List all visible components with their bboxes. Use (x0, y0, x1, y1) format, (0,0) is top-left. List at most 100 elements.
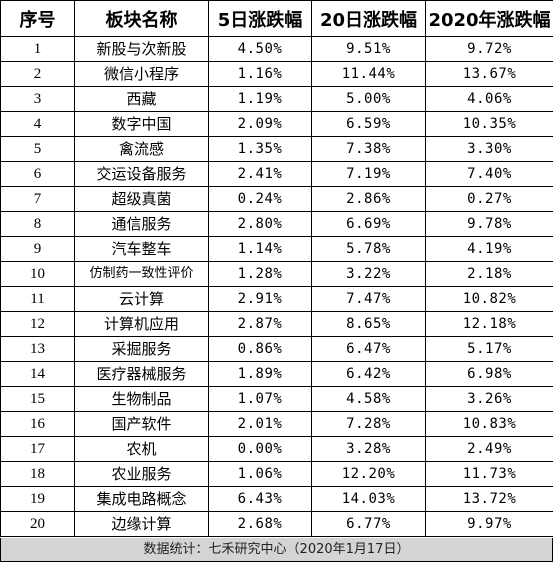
cell-5day-change: 1.19% (208, 86, 312, 112)
header-5day-change: 5日涨跌幅 (208, 0, 312, 37)
cell-sector-name: 汽车整车 (74, 236, 209, 262)
cell-20day-change: 6.77% (311, 511, 426, 537)
table-row: 20 边缘计算 2.68% 6.77% 9.97% (0, 511, 553, 537)
cell-5day-change: 2.01% (208, 411, 312, 437)
cell-20day-change: 7.38% (311, 136, 426, 162)
cell-index: 13 (0, 336, 75, 362)
cell-sector-name: 农机 (74, 436, 209, 462)
cell-20day-change: 14.03% (311, 486, 426, 512)
cell-5day-change: 1.89% (208, 361, 312, 387)
cell-2020-change: 5.17% (425, 336, 553, 362)
cell-sector-name: 禽流感 (74, 136, 209, 162)
cell-20day-change: 11.44% (311, 61, 426, 87)
cell-2020-change: 13.67% (425, 61, 553, 87)
cell-5day-change: 2.80% (208, 211, 312, 237)
cell-5day-change: 1.35% (208, 136, 312, 162)
table-row: 12 计算机应用 2.87% 8.65% 12.18% (0, 311, 553, 337)
cell-sector-name: 超级真菌 (74, 186, 209, 212)
cell-5day-change: 6.43% (208, 486, 312, 512)
cell-sector-name: 微信小程序 (74, 61, 209, 87)
cell-2020-change: 9.72% (425, 36, 553, 62)
source-footnote: 数据统计：七禾研究中心（2020年1月17日） (0, 538, 553, 562)
cell-2020-change: 4.19% (425, 236, 553, 262)
cell-2020-change: 11.73% (425, 461, 553, 487)
header-sector-name: 板块名称 (74, 0, 209, 37)
sector-performance-table: 序号 板块名称 5日涨跌幅 20日涨跌幅 2020年涨跌幅 1 新股与次新股 4.5… (0, 0, 553, 537)
cell-20day-change: 8.65% (311, 311, 426, 337)
cell-2020-change: 3.30% (425, 136, 553, 162)
cell-index: 2 (0, 61, 75, 87)
table-row: 11 云计算 2.91% 7.47% 10.82% (0, 286, 553, 312)
table-body: 1 新股与次新股 4.50% 9.51% 9.72% 2 微信小程序 1.16% 11.44% 1… (0, 36, 553, 537)
cell-5day-change: 2.09% (208, 111, 312, 137)
cell-sector-name: 医疗器械服务 (74, 361, 209, 387)
cell-2020-change: 10.35% (425, 111, 553, 137)
cell-5day-change: 0.24% (208, 186, 312, 212)
cell-5day-change: 0.00% (208, 436, 312, 462)
cell-sector-name: 采掘服务 (74, 336, 209, 362)
cell-20day-change: 6.59% (311, 111, 426, 137)
cell-2020-change: 3.26% (425, 386, 553, 412)
table-row: 17 农机 0.00% 3.28% 2.49% (0, 436, 553, 462)
header-20day-change: 20日涨跌幅 (311, 0, 426, 37)
header-index: 序号 (0, 0, 75, 37)
table-row: 10 仿制药一致性评价 1.28% 3.22% 2.18% (0, 261, 553, 287)
cell-5day-change: 1.16% (208, 61, 312, 87)
cell-20day-change: 2.86% (311, 186, 426, 212)
cell-index: 1 (0, 36, 75, 62)
cell-2020-change: 9.97% (425, 511, 553, 537)
cell-sector-name: 仿制药一致性评价 (74, 261, 209, 287)
cell-5day-change: 2.91% (208, 286, 312, 312)
cell-5day-change: 1.06% (208, 461, 312, 487)
cell-index: 20 (0, 511, 75, 537)
table-row: 15 生物制品 1.07% 4.58% 3.26% (0, 386, 553, 412)
cell-sector-name: 边缘计算 (74, 511, 209, 537)
cell-20day-change: 5.78% (311, 236, 426, 262)
cell-index: 7 (0, 186, 75, 212)
cell-5day-change: 1.28% (208, 261, 312, 287)
table-row: 19 集成电路概念 6.43% 14.03% 13.72% (0, 486, 553, 512)
cell-2020-change: 7.40% (425, 161, 553, 187)
cell-20day-change: 7.19% (311, 161, 426, 187)
cell-2020-change: 2.49% (425, 436, 553, 462)
cell-20day-change: 9.51% (311, 36, 426, 62)
cell-20day-change: 6.47% (311, 336, 426, 362)
cell-5day-change: 1.07% (208, 386, 312, 412)
cell-index: 14 (0, 361, 75, 387)
cell-sector-name: 通信服务 (74, 211, 209, 237)
cell-sector-name: 数字中国 (74, 111, 209, 137)
cell-2020-change: 13.72% (425, 486, 553, 512)
cell-sector-name: 集成电路概念 (74, 486, 209, 512)
cell-5day-change: 4.50% (208, 36, 312, 62)
table-row: 7 超级真菌 0.24% 2.86% 0.27% (0, 186, 553, 212)
table-row: 14 医疗器械服务 1.89% 6.42% 6.98% (0, 361, 553, 387)
cell-2020-change: 4.06% (425, 86, 553, 112)
cell-sector-name: 生物制品 (74, 386, 209, 412)
cell-index: 15 (0, 386, 75, 412)
cell-5day-change: 2.41% (208, 161, 312, 187)
cell-20day-change: 7.47% (311, 286, 426, 312)
cell-sector-name: 云计算 (74, 286, 209, 312)
cell-index: 9 (0, 236, 75, 262)
cell-sector-name: 计算机应用 (74, 311, 209, 337)
cell-sector-name: 国产软件 (74, 411, 209, 437)
cell-index: 4 (0, 111, 75, 137)
cell-2020-change: 10.83% (425, 411, 553, 437)
table-row: 18 农业服务 1.06% 12.20% 11.73% (0, 461, 553, 487)
table-header-row: 序号 板块名称 5日涨跌幅 20日涨跌幅 2020年涨跌幅 (0, 0, 553, 37)
table-row: 3 西藏 1.19% 5.00% 4.06% (0, 86, 553, 112)
cell-2020-change: 2.18% (425, 261, 553, 287)
table-row: 6 交运设备服务 2.41% 7.19% 7.40% (0, 161, 553, 187)
table-row: 4 数字中国 2.09% 6.59% 10.35% (0, 111, 553, 137)
cell-2020-change: 6.98% (425, 361, 553, 387)
cell-2020-change: 12.18% (425, 311, 553, 337)
cell-sector-name: 交运设备服务 (74, 161, 209, 187)
cell-5day-change: 2.68% (208, 511, 312, 537)
table-row: 9 汽车整车 1.14% 5.78% 4.19% (0, 236, 553, 262)
cell-20day-change: 6.42% (311, 361, 426, 387)
cell-20day-change: 6.69% (311, 211, 426, 237)
cell-index: 12 (0, 311, 75, 337)
cell-index: 17 (0, 436, 75, 462)
table-row: 5 禽流感 1.35% 7.38% 3.30% (0, 136, 553, 162)
